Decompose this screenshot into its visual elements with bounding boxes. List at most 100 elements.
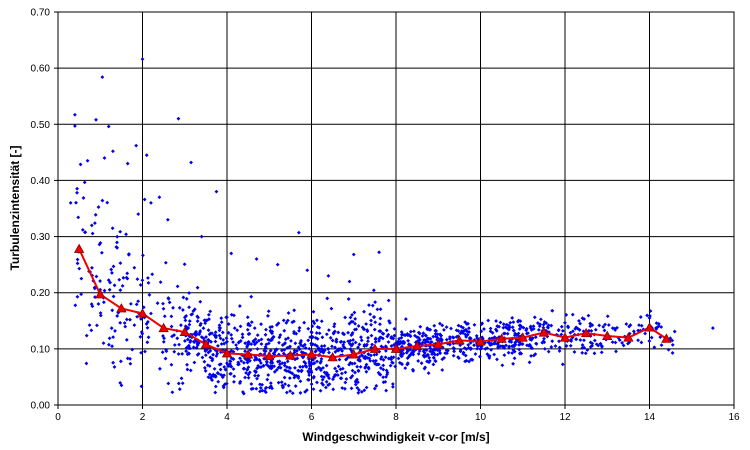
scatter-point (140, 331, 145, 336)
scatter-point (577, 318, 581, 323)
scatter-point (352, 327, 357, 332)
scatter-point (111, 149, 115, 154)
scatter-point (492, 341, 496, 346)
scatter-point (182, 262, 187, 267)
y-tick-label: 0.40 (31, 176, 51, 187)
scatter-point (545, 325, 550, 330)
scatter-point (366, 352, 371, 356)
scatter-point (363, 356, 368, 361)
scatter-point (102, 288, 107, 293)
scatter-point (203, 321, 208, 326)
scatter-point (476, 343, 481, 348)
scatter-point (234, 346, 239, 351)
scatter-point (269, 363, 273, 368)
average-marker (306, 349, 317, 359)
scatter-point (417, 331, 422, 336)
scatter-point (378, 372, 383, 377)
scatter-point (75, 294, 80, 299)
scatter-point (330, 344, 334, 349)
scatter-point (203, 353, 208, 358)
scatter-point (120, 283, 125, 288)
scatter-point (100, 75, 105, 80)
scatter-point (304, 388, 309, 393)
scatter-point (326, 373, 331, 377)
scatter-point (268, 328, 273, 333)
scatter-point (259, 342, 264, 346)
average-marker (623, 332, 634, 342)
average-line (73, 243, 672, 362)
scatter-point (125, 356, 130, 361)
scatter-point (265, 377, 270, 382)
scatter-point (282, 361, 287, 365)
scatter-point (444, 325, 449, 329)
average-marker (475, 336, 486, 346)
scatter-point (213, 384, 218, 389)
scatter-point (94, 274, 99, 279)
y-tick-label: 0.50 (31, 120, 51, 131)
average-marker (327, 351, 338, 362)
scatter-point (166, 381, 171, 386)
scatter-point (438, 321, 442, 326)
scatter-point (206, 312, 211, 317)
scatter-point (510, 325, 515, 330)
scatter-point (218, 367, 223, 372)
scatter-point (258, 386, 263, 390)
scatter-point (206, 375, 211, 380)
scatter-point (406, 338, 411, 343)
scatter-point (234, 343, 238, 347)
scatter-point (92, 221, 97, 226)
scatter-point (214, 189, 219, 194)
scatter-point (247, 370, 252, 375)
scatter-point (183, 315, 187, 320)
scatter-point (97, 242, 102, 247)
scatter-point (292, 348, 297, 353)
scatter-point (82, 230, 87, 235)
scatter-point (98, 311, 103, 315)
scatter-point (73, 303, 78, 308)
scatter-point (294, 374, 299, 378)
scatter-point (208, 355, 213, 360)
scatter-point (338, 340, 343, 344)
scatter-point (378, 316, 383, 321)
scatter-point (109, 267, 114, 272)
scatter-point (284, 320, 289, 325)
scatter-point (417, 337, 422, 342)
scatter-point (459, 324, 464, 329)
scatter-point (594, 342, 599, 347)
scatter-point (353, 370, 357, 375)
scatter-point (328, 335, 333, 340)
scatter-point (286, 336, 291, 341)
scatter-point (311, 309, 316, 314)
scatter-point (331, 387, 336, 392)
scatter-point (285, 345, 290, 350)
scatter-point (139, 317, 143, 321)
scatter-point (566, 325, 571, 330)
scatter-point (296, 230, 301, 235)
scatter-point (246, 365, 251, 370)
scatter-point (573, 326, 578, 331)
scatter-point (89, 302, 94, 307)
scatter-point (324, 332, 329, 337)
scatter-point (273, 348, 278, 352)
scatter-point (255, 333, 260, 338)
scatter-point (240, 335, 245, 340)
scatter-point (639, 323, 644, 328)
scatter-point (257, 358, 262, 363)
scatter-point (325, 296, 330, 301)
scatter-point (110, 308, 115, 313)
scatter-point (710, 326, 715, 330)
scatter-point (494, 328, 499, 333)
scatter-point (445, 351, 449, 356)
scatter-point (305, 268, 310, 273)
scatter-point (90, 265, 94, 270)
y-tick-label: 0.60 (31, 64, 51, 75)
scatter-point (107, 287, 112, 292)
average-marker (580, 327, 592, 338)
scatter-point (187, 305, 191, 310)
scatter-point (315, 380, 319, 385)
scatter-point (228, 359, 233, 364)
scatter-point (513, 340, 518, 345)
scatter-point (364, 362, 369, 367)
scatter-point (183, 318, 188, 323)
average-marker (538, 327, 550, 337)
